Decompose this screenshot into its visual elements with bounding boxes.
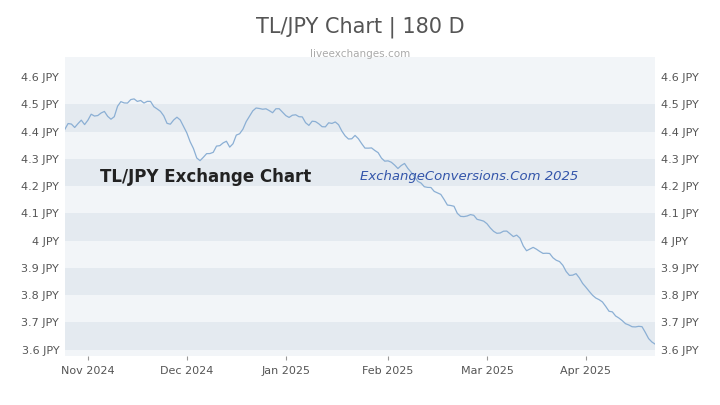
- Bar: [65, 322, 655, 350]
- Text: liveexchanges.com: liveexchanges.com: [310, 49, 410, 59]
- Bar: [65, 77, 655, 104]
- Text: TL/JPY Exchange Chart: TL/JPY Exchange Chart: [100, 168, 312, 185]
- Bar: [65, 186, 655, 213]
- Bar: [65, 295, 655, 322]
- Bar: [65, 104, 655, 132]
- Bar: [65, 159, 655, 186]
- Bar: [65, 132, 655, 159]
- Bar: [65, 241, 655, 268]
- Text: ExchangeConversions.Com 2025: ExchangeConversions.Com 2025: [360, 170, 578, 183]
- Bar: [65, 268, 655, 295]
- Text: TL/JPY Chart | 180 D: TL/JPY Chart | 180 D: [256, 16, 464, 38]
- Bar: [65, 213, 655, 241]
